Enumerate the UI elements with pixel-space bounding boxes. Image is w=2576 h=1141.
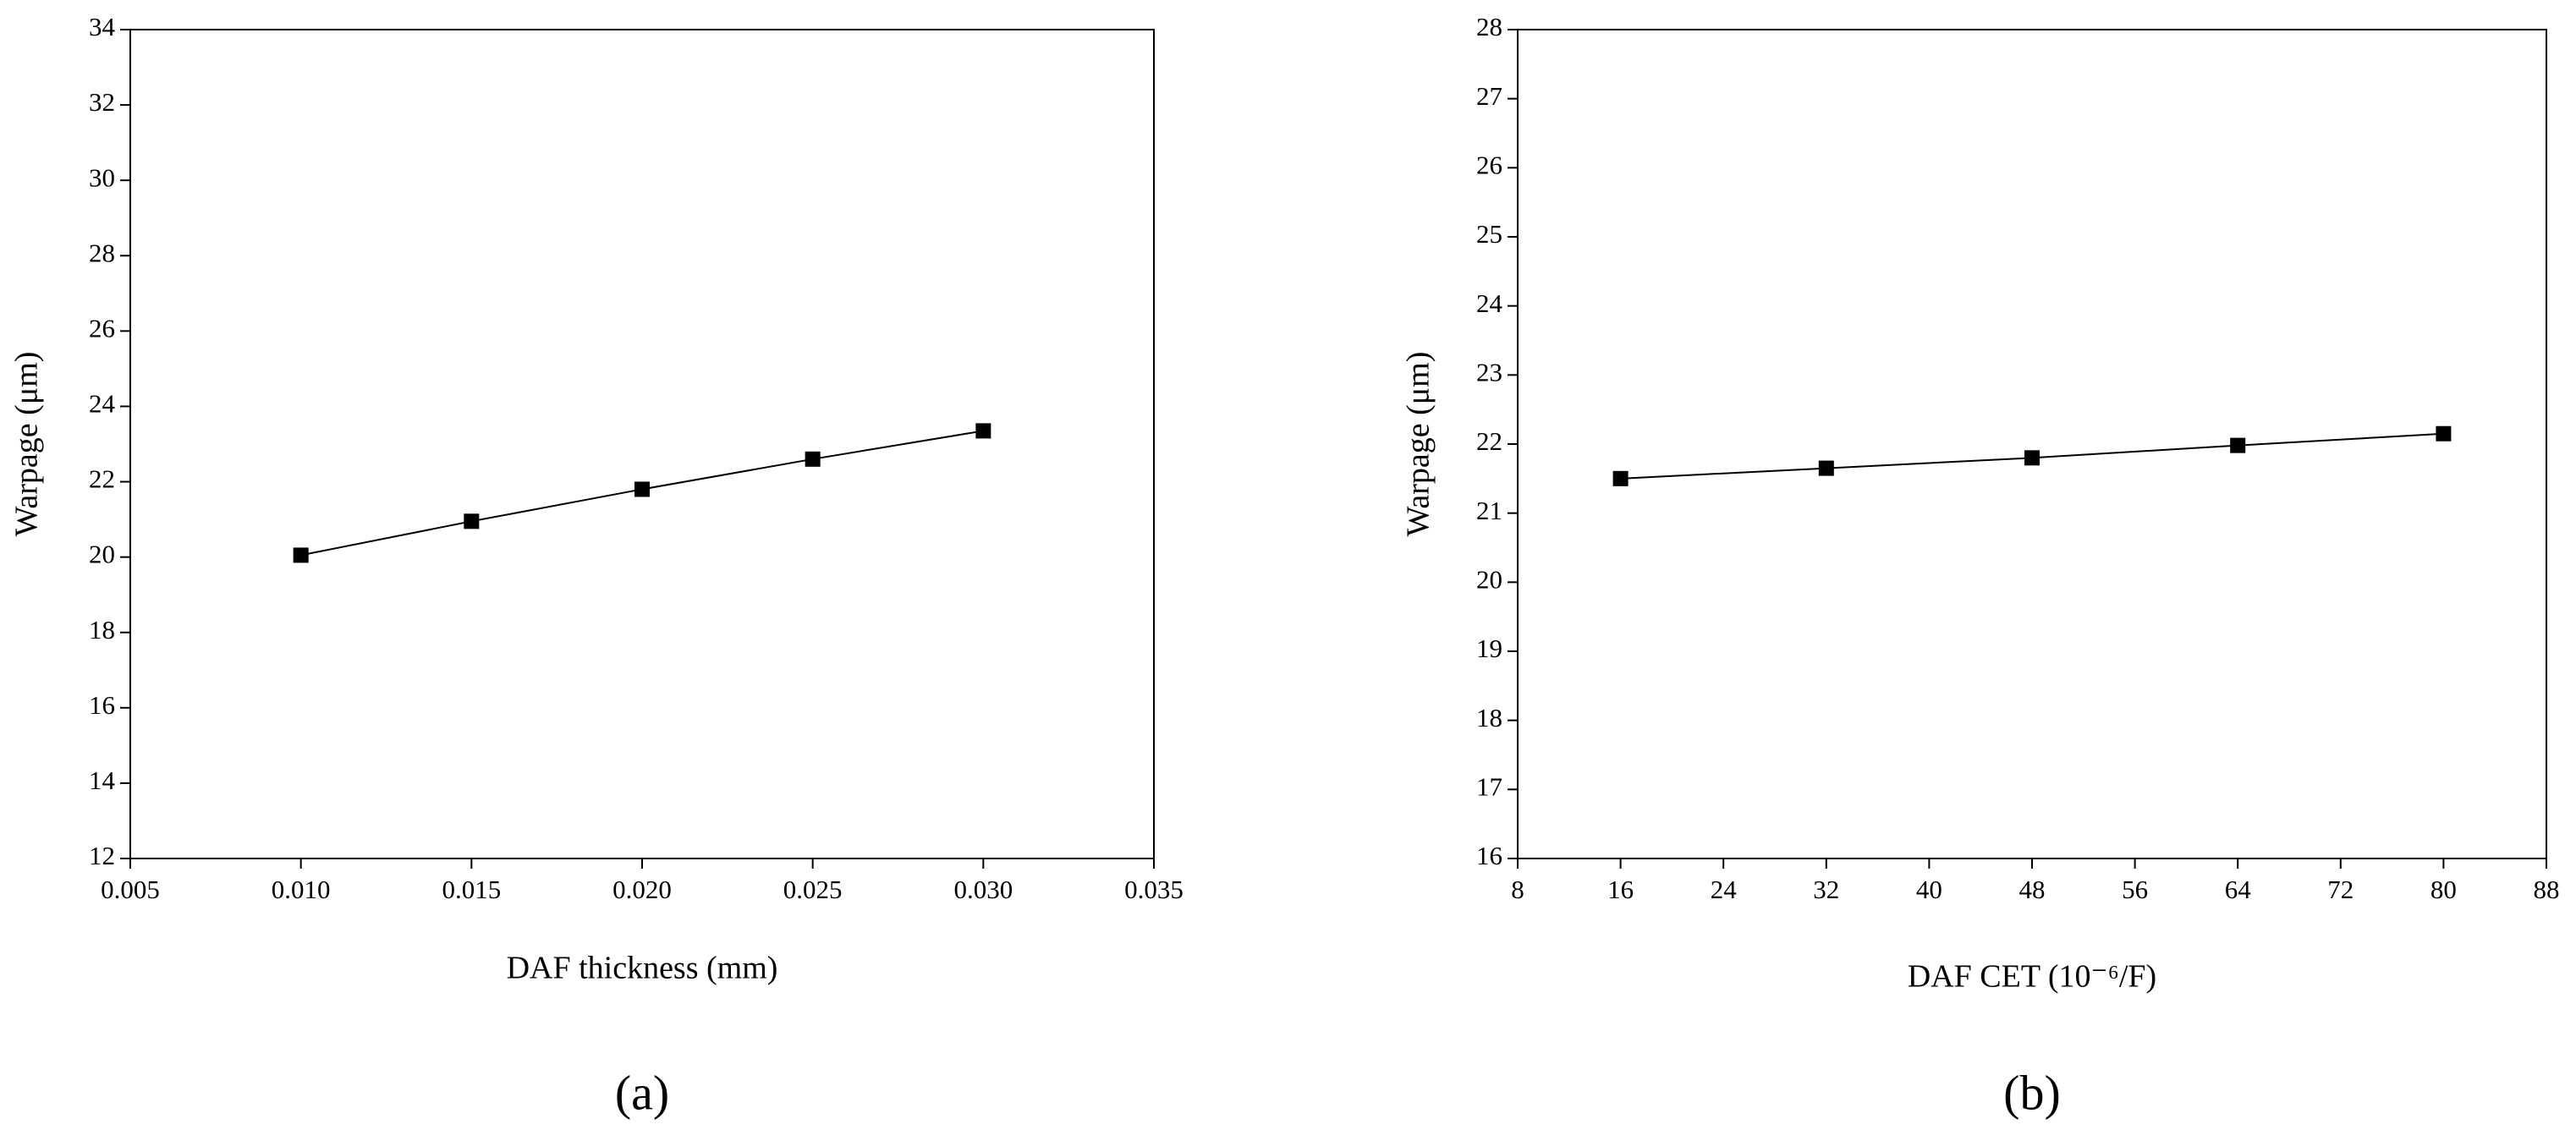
x-tick-label: 24: [1711, 875, 1738, 904]
caption: (b): [2003, 1065, 2061, 1120]
x-tick-label: 40: [1916, 875, 1942, 904]
y-tick-label: 16: [89, 690, 115, 720]
y-axis-label: Warpage (μm): [1401, 352, 1436, 537]
y-tick-label: 32: [89, 87, 115, 117]
y-tick-label: 28: [1476, 12, 1502, 41]
x-tick-label: 0.010: [272, 875, 331, 904]
data-marker: [293, 547, 309, 563]
caption: (a): [615, 1065, 669, 1120]
y-tick-label: 26: [1476, 150, 1502, 179]
y-tick-label: 19: [1476, 634, 1502, 663]
data-marker: [464, 513, 480, 529]
x-tick-label: 72: [2327, 875, 2354, 904]
data-marker: [805, 451, 821, 467]
y-tick-label: 21: [1476, 496, 1502, 525]
x-tick-label: 0.030: [953, 875, 1013, 904]
x-axis-label: DAF thickness (mm): [507, 951, 778, 986]
y-tick-label: 12: [89, 841, 115, 870]
x-tick-label: 0.035: [1124, 875, 1184, 904]
y-tick-label: 30: [89, 162, 115, 192]
y-tick-label: 20: [1476, 564, 1502, 594]
y-tick-label: 28: [89, 238, 115, 267]
y-tick-label: 22: [89, 464, 115, 494]
data-marker: [634, 481, 650, 497]
data-marker: [2024, 450, 2040, 466]
data-marker: [1818, 460, 1834, 476]
x-tick-label: 0.020: [612, 875, 672, 904]
y-tick-label: 18: [1476, 703, 1502, 732]
x-tick-label: 56: [2122, 875, 2148, 904]
y-tick-label: 14: [89, 765, 116, 795]
y-tick-label: 17: [1476, 771, 1502, 801]
y-tick-label: 16: [1476, 841, 1502, 870]
y-tick-label: 24: [1476, 288, 1503, 318]
y-tick-label: 22: [1476, 426, 1502, 456]
y-tick-label: 20: [89, 540, 115, 569]
data-marker: [1612, 470, 1629, 486]
x-tick-label: 8: [1511, 875, 1524, 904]
x-tick-label: 0.015: [442, 875, 501, 904]
y-tick-label: 25: [1476, 219, 1502, 249]
data-marker: [2230, 437, 2246, 453]
x-tick-label: 16: [1607, 875, 1634, 904]
y-tick-label: 26: [89, 313, 115, 343]
x-tick-label: 88: [2534, 875, 2560, 904]
y-tick-label: 18: [89, 615, 115, 645]
x-tick-label: 64: [2225, 875, 2252, 904]
plot-frame: [1517, 29, 2547, 859]
data-marker: [2436, 425, 2452, 442]
y-tick-label: 24: [89, 389, 116, 419]
y-tick-label: 27: [1476, 81, 1502, 111]
plot-frame: [129, 29, 1155, 859]
x-tick-label: 48: [2019, 875, 2046, 904]
y-axis-label: Warpage (μm): [9, 352, 45, 537]
x-tick-label: 0.005: [101, 875, 160, 904]
x-tick-label: 0.025: [783, 875, 843, 904]
data-marker: [975, 423, 991, 439]
y-tick-label: 23: [1476, 357, 1502, 387]
x-tick-label: 80: [2430, 875, 2457, 904]
x-axis-label: DAF CET (10⁻⁶/F): [1908, 959, 2156, 995]
x-tick-label: 32: [1813, 875, 1839, 904]
y-tick-label: 34: [89, 12, 116, 41]
